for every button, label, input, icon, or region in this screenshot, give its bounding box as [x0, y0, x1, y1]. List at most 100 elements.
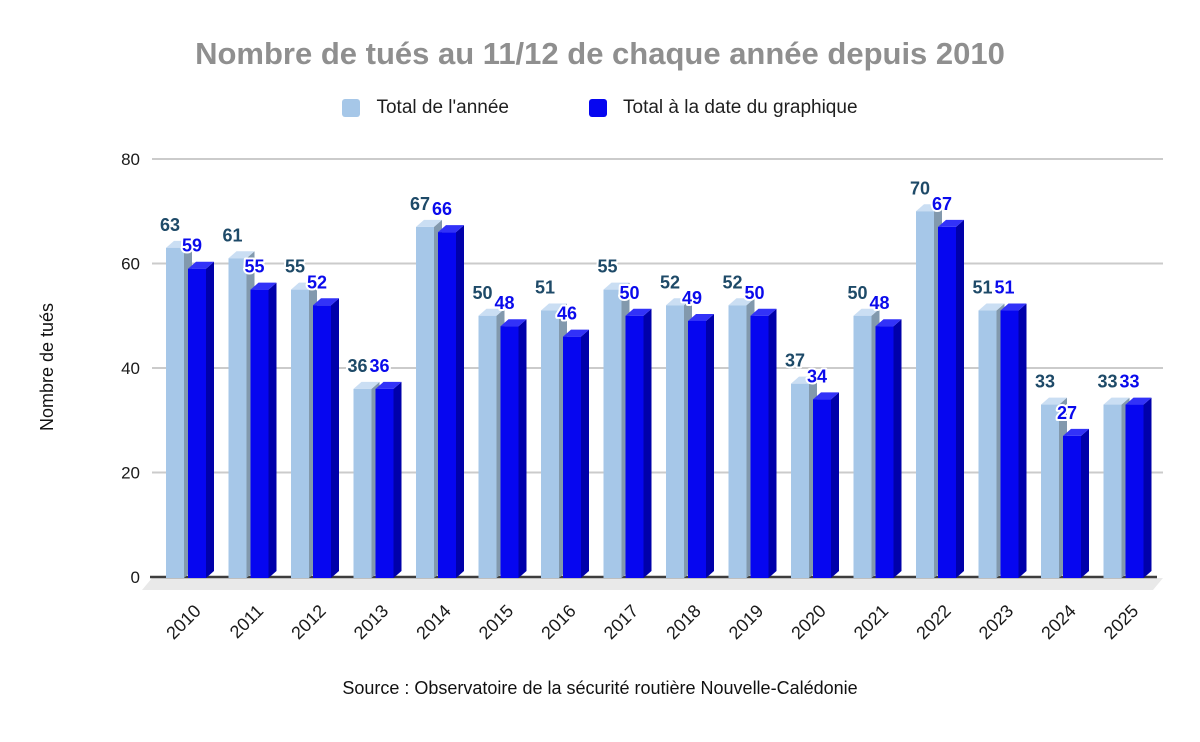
value-label-total-annee-2021: 50: [847, 283, 867, 303]
y-tick-label: 40: [121, 359, 140, 378]
bar-total-annee-2025[interactable]: [1103, 404, 1122, 578]
bar-top-total-date-2015: [500, 319, 527, 327]
bar-total-annee-2013[interactable]: [353, 388, 372, 578]
legend-item-total-annee[interactable]: Total de l'année: [342, 97, 509, 119]
x-tick-label: 2011: [226, 601, 268, 643]
bar-top-total-annee-2012: [291, 282, 317, 290]
bar-top-total-date-2019: [750, 308, 777, 316]
value-label-total-annee-2024: 33: [1035, 372, 1055, 392]
bar-side-total-date-2015: [518, 319, 527, 578]
chart-title: Nombre de tués au 11/12 de chaque année …: [195, 36, 1005, 71]
bar-top-total-date-2011: [250, 282, 277, 290]
value-label-total-annee-2022: 70: [910, 178, 930, 198]
bar-total-annee-2022[interactable]: [916, 211, 934, 578]
bar-total-date-2014[interactable]: [438, 232, 456, 578]
bar-total-date-2021[interactable]: [875, 326, 894, 578]
bar-total-annee-2010[interactable]: [166, 247, 184, 578]
bar-total-date-2024[interactable]: [1063, 435, 1081, 578]
bar-total-annee-2018[interactable]: [666, 305, 684, 578]
bar-top-total-annee-2017: [603, 282, 630, 290]
bar-top-total-date-2024: [1063, 428, 1089, 436]
bar-side-total-date-2018: [706, 313, 714, 578]
bar-top-total-date-2017: [625, 308, 652, 316]
bar-total-annee-2016[interactable]: [541, 310, 559, 578]
bar-total-date-2022[interactable]: [938, 226, 956, 579]
bar-total-date-2013[interactable]: [375, 388, 394, 578]
value-label-total-date-2017: 50: [619, 283, 639, 303]
bar-total-annee-2023[interactable]: [978, 310, 997, 578]
legend-swatch-light-blue: [342, 99, 361, 117]
value-label-total-annee-2011: 61: [222, 225, 242, 245]
value-label-total-annee-2012: 55: [285, 257, 305, 277]
x-tick-label: 2021: [850, 601, 892, 643]
x-tick-label: 2013: [350, 601, 392, 643]
bar-top-total-date-2020: [813, 392, 839, 400]
chart-floor-3d: [142, 578, 1163, 590]
bar-total-annee-2020[interactable]: [791, 383, 809, 578]
value-label-total-annee-2016: 51: [535, 278, 555, 298]
bar-total-annee-2014[interactable]: [416, 226, 434, 579]
legend: Total de l'année Total à la date du grap…: [0, 97, 1200, 119]
bar-side-total-date-2013: [393, 381, 402, 578]
bar-total-date-2012[interactable]: [313, 305, 331, 578]
bar-total-annee-2019[interactable]: [728, 305, 747, 578]
bar-side-total-date-2022: [956, 219, 964, 579]
bar-side-total-date-2020: [831, 392, 839, 578]
value-label-total-date-2022: 67: [932, 194, 952, 214]
bar-total-annee-2015[interactable]: [478, 315, 497, 578]
bar-side-total-date-2025: [1143, 397, 1152, 578]
x-tick-label: 2020: [787, 601, 829, 643]
x-tick-label: 2019: [725, 601, 767, 643]
bar-total-annee-2012[interactable]: [291, 289, 309, 578]
value-label-total-date-2015: 48: [494, 293, 514, 313]
value-label-total-annee-2020: 37: [785, 351, 805, 371]
value-label-total-annee-2013: 36: [347, 356, 367, 376]
x-tick-label: 2010: [162, 601, 204, 643]
bar-total-annee-2021[interactable]: [853, 315, 872, 578]
y-tick-label: 80: [121, 150, 140, 169]
bar-top-total-annee-2016: [541, 303, 567, 311]
bar-total-date-2015[interactable]: [500, 326, 519, 578]
bar-total-date-2017[interactable]: [625, 315, 644, 578]
bar-total-annee-2017[interactable]: [603, 289, 622, 578]
bar-top-total-annee-2021: [853, 308, 880, 316]
value-label-total-date-2010: 59: [182, 236, 202, 256]
bar-total-annee-2011[interactable]: [228, 258, 247, 578]
legend-label-total-annee: Total de l'année: [376, 97, 509, 118]
bar-side-total-date-2010: [206, 261, 214, 578]
x-tick-label: 2022: [912, 601, 954, 643]
bar-total-date-2018[interactable]: [688, 320, 706, 578]
x-tick-label: 2014: [412, 601, 454, 643]
bar-top-total-annee-2018: [666, 298, 692, 306]
x-tick-label: 2023: [975, 601, 1017, 643]
y-tick-label: 60: [121, 255, 140, 274]
bar-total-date-2010[interactable]: [188, 268, 206, 578]
bar-top-total-date-2014: [438, 225, 464, 233]
bar-top-total-date-2012: [313, 298, 339, 306]
bar-top-total-date-2010: [188, 261, 214, 269]
value-label-total-date-2018: 49: [682, 288, 702, 308]
bar-top-total-date-2023: [1000, 303, 1027, 311]
bar-total-date-2020[interactable]: [813, 399, 831, 578]
x-tick-label: 2024: [1037, 601, 1079, 643]
bar-side-total-date-2019: [768, 308, 777, 578]
value-label-total-date-2024: 27: [1057, 403, 1077, 423]
value-label-total-annee-2023: 51: [972, 278, 992, 298]
value-label-total-annee-2010: 63: [160, 215, 180, 235]
bar-top-total-annee-2020: [791, 376, 817, 384]
value-label-total-date-2021: 48: [869, 293, 889, 313]
bar-top-total-annee-2025: [1103, 397, 1130, 405]
bar-side-total-date-2023: [1018, 303, 1027, 578]
bar-total-annee-2024[interactable]: [1041, 404, 1059, 578]
bar-total-date-2019[interactable]: [750, 315, 769, 578]
bar-total-date-2025[interactable]: [1125, 404, 1144, 578]
value-label-total-annee-2018: 52: [660, 272, 680, 292]
value-label-total-date-2019: 50: [744, 283, 764, 303]
bar-top-total-date-2025: [1125, 397, 1152, 405]
x-tick-label: 2017: [600, 601, 642, 643]
bar-total-date-2011[interactable]: [250, 289, 269, 578]
bar-total-date-2023[interactable]: [1000, 310, 1019, 578]
bar-total-date-2016[interactable]: [563, 336, 581, 578]
legend-item-total-date[interactable]: Total à la date du graphique: [589, 97, 858, 119]
bar-side-total-date-2021: [893, 319, 902, 578]
